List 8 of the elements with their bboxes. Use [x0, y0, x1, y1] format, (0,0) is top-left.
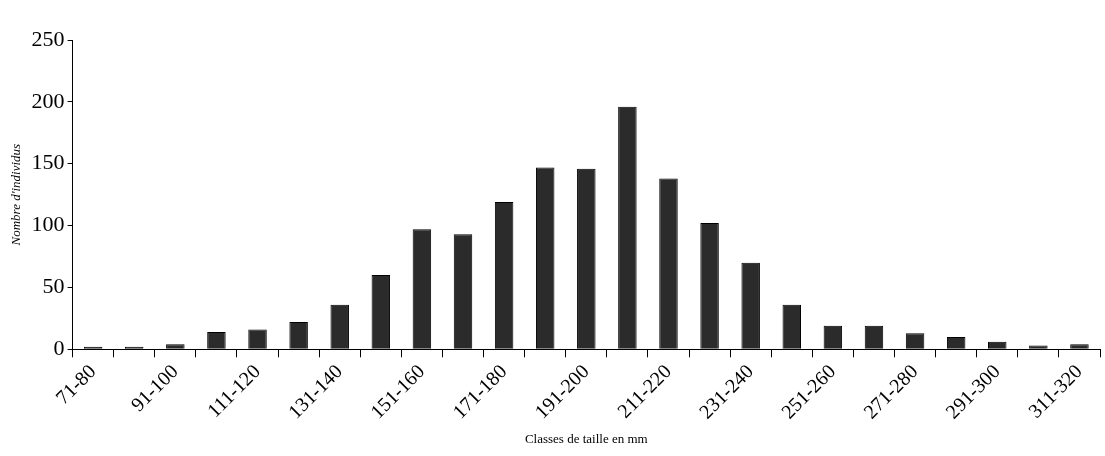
y-tick-label: 0 [53, 335, 65, 361]
x-axis-title: Classes de taille en mm [524, 430, 648, 446]
y-tick-label: 50 [42, 273, 65, 299]
y-tick-label: 150 [31, 149, 65, 175]
y-axis-title: Nombre d'individus [8, 143, 24, 247]
y-tick-label: 250 [31, 25, 65, 51]
y-tick-label: 100 [31, 211, 65, 237]
y-tick-label: 200 [31, 87, 65, 113]
